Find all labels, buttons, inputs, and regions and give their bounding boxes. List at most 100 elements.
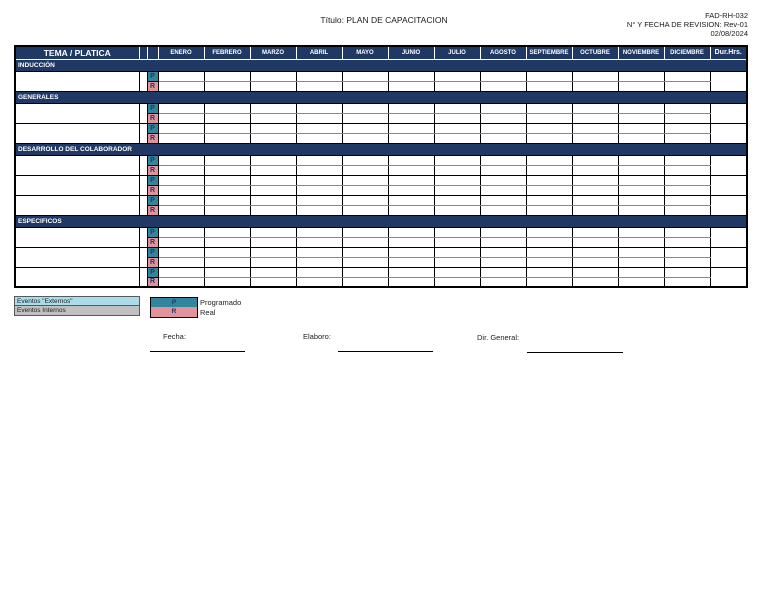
month-cell[interactable] bbox=[571, 174, 619, 186]
month-cell[interactable] bbox=[479, 164, 527, 176]
month-cell[interactable] bbox=[525, 102, 573, 114]
month-cell[interactable] bbox=[617, 164, 665, 176]
month-cell[interactable] bbox=[341, 164, 389, 176]
month-cell[interactable] bbox=[249, 70, 297, 82]
month-cell[interactable] bbox=[663, 132, 711, 144]
month-cell[interactable] bbox=[157, 174, 205, 186]
month-cell[interactable] bbox=[203, 80, 251, 92]
month-cell[interactable] bbox=[479, 194, 527, 206]
month-cell[interactable] bbox=[525, 122, 573, 134]
month-cell[interactable] bbox=[571, 70, 619, 82]
month-cell[interactable] bbox=[157, 194, 205, 206]
month-cell[interactable] bbox=[387, 246, 435, 258]
month-cell[interactable] bbox=[663, 174, 711, 186]
month-cell[interactable] bbox=[203, 70, 251, 82]
month-cell[interactable] bbox=[433, 80, 481, 92]
month-cell[interactable] bbox=[157, 246, 205, 258]
month-cell[interactable] bbox=[479, 256, 527, 268]
month-cell[interactable] bbox=[433, 204, 481, 216]
month-cell[interactable] bbox=[295, 164, 343, 176]
topic-cell[interactable] bbox=[14, 154, 140, 176]
month-cell[interactable] bbox=[663, 112, 711, 124]
month-cell[interactable] bbox=[387, 112, 435, 124]
topic-cell[interactable] bbox=[14, 122, 140, 144]
month-cell[interactable] bbox=[387, 266, 435, 278]
month-cell[interactable] bbox=[249, 236, 297, 248]
month-cell[interactable] bbox=[295, 256, 343, 268]
month-cell[interactable] bbox=[571, 246, 619, 258]
month-cell[interactable] bbox=[571, 164, 619, 176]
month-cell[interactable] bbox=[249, 102, 297, 114]
month-cell[interactable] bbox=[433, 184, 481, 196]
month-cell[interactable] bbox=[663, 236, 711, 248]
month-cell[interactable] bbox=[571, 194, 619, 206]
month-cell[interactable] bbox=[571, 276, 619, 288]
month-cell[interactable] bbox=[341, 122, 389, 134]
month-cell[interactable] bbox=[203, 132, 251, 144]
month-cell[interactable] bbox=[203, 194, 251, 206]
month-cell[interactable] bbox=[617, 226, 665, 238]
month-cell[interactable] bbox=[617, 102, 665, 114]
month-cell[interactable] bbox=[433, 164, 481, 176]
month-cell[interactable] bbox=[433, 226, 481, 238]
month-cell[interactable] bbox=[387, 164, 435, 176]
month-cell[interactable] bbox=[249, 132, 297, 144]
month-cell[interactable] bbox=[617, 112, 665, 124]
month-cell[interactable] bbox=[479, 266, 527, 278]
month-cell[interactable] bbox=[525, 276, 573, 288]
month-cell[interactable] bbox=[341, 204, 389, 216]
month-cell[interactable] bbox=[571, 122, 619, 134]
month-cell[interactable] bbox=[663, 266, 711, 278]
month-cell[interactable] bbox=[525, 236, 573, 248]
month-cell[interactable] bbox=[525, 194, 573, 206]
duration-cell[interactable] bbox=[709, 266, 748, 288]
month-cell[interactable] bbox=[525, 164, 573, 176]
month-cell[interactable] bbox=[157, 132, 205, 144]
month-cell[interactable] bbox=[203, 122, 251, 134]
month-cell[interactable] bbox=[617, 266, 665, 278]
month-cell[interactable] bbox=[295, 112, 343, 124]
month-cell[interactable] bbox=[479, 184, 527, 196]
month-cell[interactable] bbox=[203, 204, 251, 216]
duration-cell[interactable] bbox=[709, 194, 748, 216]
month-cell[interactable] bbox=[433, 256, 481, 268]
month-cell[interactable] bbox=[341, 276, 389, 288]
month-cell[interactable] bbox=[663, 226, 711, 238]
month-cell[interactable] bbox=[663, 80, 711, 92]
month-cell[interactable] bbox=[663, 70, 711, 82]
month-cell[interactable] bbox=[617, 236, 665, 248]
month-cell[interactable] bbox=[341, 266, 389, 278]
duration-cell[interactable] bbox=[709, 174, 748, 196]
month-cell[interactable] bbox=[295, 132, 343, 144]
month-cell[interactable] bbox=[249, 226, 297, 238]
month-cell[interactable] bbox=[617, 80, 665, 92]
month-cell[interactable] bbox=[387, 276, 435, 288]
month-cell[interactable] bbox=[525, 226, 573, 238]
month-cell[interactable] bbox=[203, 226, 251, 238]
month-cell[interactable] bbox=[663, 276, 711, 288]
month-cell[interactable] bbox=[525, 154, 573, 166]
month-cell[interactable] bbox=[295, 102, 343, 114]
month-cell[interactable] bbox=[525, 184, 573, 196]
month-cell[interactable] bbox=[341, 236, 389, 248]
month-cell[interactable] bbox=[249, 194, 297, 206]
month-cell[interactable] bbox=[571, 226, 619, 238]
month-cell[interactable] bbox=[617, 256, 665, 268]
month-cell[interactable] bbox=[433, 154, 481, 166]
month-cell[interactable] bbox=[387, 102, 435, 114]
topic-cell[interactable] bbox=[14, 174, 140, 196]
month-cell[interactable] bbox=[295, 276, 343, 288]
month-cell[interactable] bbox=[157, 154, 205, 166]
duration-cell[interactable] bbox=[709, 70, 748, 92]
month-cell[interactable] bbox=[295, 184, 343, 196]
month-cell[interactable] bbox=[157, 164, 205, 176]
month-cell[interactable] bbox=[479, 174, 527, 186]
month-cell[interactable] bbox=[203, 154, 251, 166]
month-cell[interactable] bbox=[663, 102, 711, 114]
month-cell[interactable] bbox=[157, 236, 205, 248]
month-cell[interactable] bbox=[341, 226, 389, 238]
duration-cell[interactable] bbox=[709, 122, 748, 144]
month-cell[interactable] bbox=[157, 266, 205, 278]
month-cell[interactable] bbox=[387, 194, 435, 206]
month-cell[interactable] bbox=[341, 80, 389, 92]
